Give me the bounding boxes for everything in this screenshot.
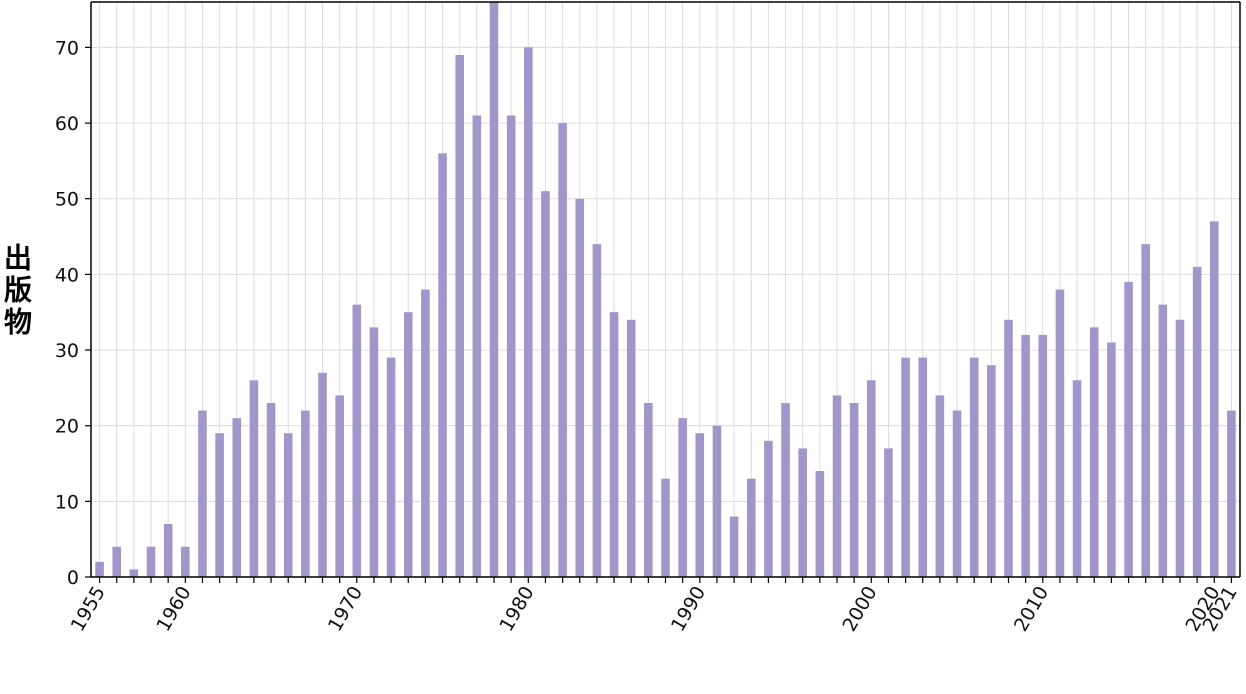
y-tick-label: 50 <box>55 189 79 211</box>
y-tick-label: 60 <box>55 113 79 135</box>
bar-2009 <box>1021 334 1030 577</box>
bar-1955 <box>95 561 104 577</box>
y-axis-label-char: 物 <box>4 306 32 339</box>
y-axis-label: 出版物 <box>4 242 32 339</box>
bar-1956 <box>112 546 122 577</box>
y-tick-label: 40 <box>55 264 79 286</box>
y-tick-label: 30 <box>55 340 79 362</box>
bar-2005 <box>952 410 962 577</box>
bar-1979 <box>506 115 516 578</box>
bar-2000 <box>867 380 876 577</box>
y-tick-labels: 0 10 20 30 40 50 60 70 <box>55 37 79 589</box>
bar-1988 <box>661 478 670 577</box>
bar-1991 <box>712 425 722 577</box>
bar-1978 <box>489 2 499 577</box>
bar-1958 <box>146 546 156 577</box>
bar-1980 <box>524 47 533 577</box>
bar-1984 <box>592 244 602 578</box>
bar-1976 <box>455 54 464 577</box>
bar-1995 <box>781 402 790 577</box>
bar-1993 <box>746 478 756 577</box>
bar-2003 <box>918 357 928 577</box>
x-tick-label: 1970 <box>324 583 367 636</box>
bar-1963 <box>232 418 242 577</box>
bar-1959 <box>163 524 173 577</box>
bar-2010 <box>1038 334 1048 577</box>
bar-1977 <box>472 115 482 578</box>
bar-2007 <box>987 365 996 577</box>
bar-1964 <box>249 380 259 577</box>
bar-1985 <box>609 312 619 577</box>
bar-1983 <box>575 198 585 577</box>
x-tick-label: 1960 <box>152 583 195 636</box>
bar-2013 <box>1089 327 1099 577</box>
y-axis-label-char: 版 <box>4 274 32 307</box>
bar-1957 <box>129 569 139 577</box>
bar-2008 <box>1004 319 1013 577</box>
y-axis-label-char: 出 <box>4 242 32 275</box>
bar-1987 <box>644 402 653 577</box>
bar-1968 <box>318 372 327 577</box>
x-tick-label: 1955 <box>67 583 110 636</box>
bar-1999 <box>849 402 859 577</box>
bar-1982 <box>558 123 567 578</box>
bar-2019 <box>1192 266 1202 577</box>
x-tick-label: 1980 <box>495 583 538 636</box>
bar-2015 <box>1124 281 1133 577</box>
axes <box>85 1 1241 583</box>
y-tick-label: 10 <box>55 491 79 513</box>
bar-1970 <box>352 304 362 577</box>
bar-1981 <box>541 191 550 577</box>
bar-1998 <box>832 395 842 577</box>
bar-1989 <box>678 418 687 577</box>
bar-1974 <box>421 289 430 577</box>
bar-2020 <box>1209 221 1219 577</box>
bar-1961 <box>198 410 207 577</box>
bar-1967 <box>301 410 310 577</box>
x-tick-label: 2000 <box>838 583 881 636</box>
bar-2012 <box>1072 380 1082 577</box>
bar-2017 <box>1158 304 1168 577</box>
bar-1975 <box>438 153 447 577</box>
bar-1969 <box>335 395 344 577</box>
bar-1966 <box>283 433 293 577</box>
bar-1986 <box>626 319 636 577</box>
bars <box>95 2 1236 578</box>
bar-2021 <box>1227 410 1236 577</box>
bar-2006 <box>969 357 979 577</box>
bar-2002 <box>901 357 910 577</box>
bar-1962 <box>215 433 224 577</box>
y-tick-label: 0 <box>67 567 79 589</box>
bar-2001 <box>884 448 893 577</box>
bar-1996 <box>798 448 807 577</box>
bar-1960 <box>181 546 190 577</box>
bar-1973 <box>403 312 413 577</box>
bar-1992 <box>729 516 739 577</box>
x-tick-label: 1990 <box>667 583 710 636</box>
bar-2018 <box>1175 319 1185 577</box>
bar-2004 <box>935 395 945 577</box>
bar-2016 <box>1141 244 1150 578</box>
bar-1972 <box>386 357 396 577</box>
x-tick-label: 2010 <box>1010 583 1053 636</box>
bar-1997 <box>815 471 825 577</box>
bar-2014 <box>1107 342 1116 577</box>
bar-1994 <box>764 440 773 577</box>
bar-2011 <box>1055 289 1065 577</box>
bar-1990 <box>695 433 705 577</box>
bar-1965 <box>266 402 276 577</box>
y-tick-label: 20 <box>55 416 79 438</box>
bar-1971 <box>369 327 379 577</box>
y-tick-label: 70 <box>55 37 79 59</box>
